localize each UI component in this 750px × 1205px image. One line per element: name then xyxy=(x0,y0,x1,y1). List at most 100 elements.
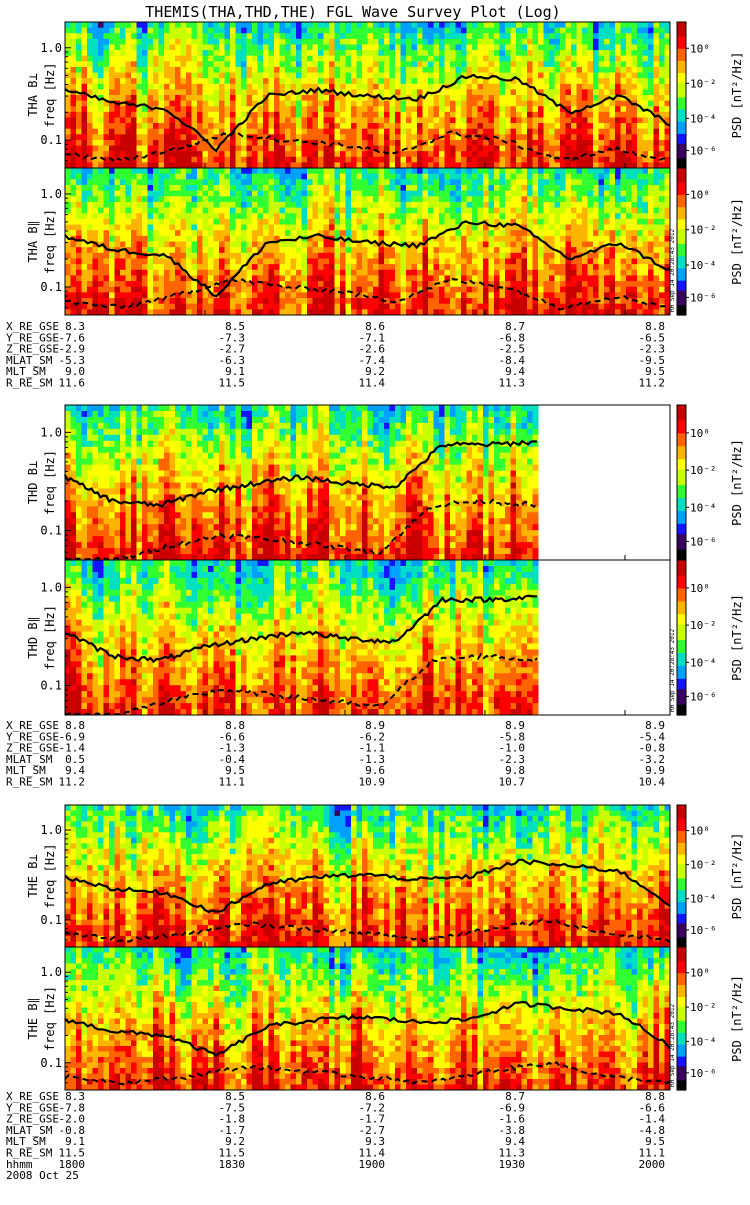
spectrogram-cell xyxy=(500,67,506,73)
spectrogram-cell xyxy=(615,78,621,84)
spectrogram-cell xyxy=(115,236,121,242)
spectrogram-cell xyxy=(467,33,473,39)
spectrogram-cell xyxy=(632,89,638,95)
spectrogram-cell xyxy=(478,95,484,101)
spectrogram-cell xyxy=(313,275,319,281)
spectrogram-cell xyxy=(258,196,264,202)
spectrogram-cell xyxy=(340,117,346,123)
spectrogram-cell xyxy=(98,275,104,281)
spectrogram-cell xyxy=(390,258,396,264)
spectrogram-cell xyxy=(456,106,462,112)
spectrogram-cell xyxy=(434,174,440,180)
spectrogram-cell xyxy=(439,304,445,310)
spectrogram-cell xyxy=(280,202,286,208)
spectrogram-cell xyxy=(175,185,181,191)
spectrogram-cell xyxy=(230,213,236,219)
spectrogram-cell xyxy=(197,44,203,50)
spectrogram-cell xyxy=(329,179,335,185)
spectrogram-cell xyxy=(346,134,352,140)
spectrogram-cell xyxy=(258,112,264,118)
spectrogram-cell xyxy=(252,28,258,34)
spectrogram-cell xyxy=(549,84,555,90)
spectrogram-cell xyxy=(203,112,209,118)
spectrogram-cell xyxy=(148,157,154,163)
spectrogram-cell xyxy=(549,123,555,129)
spectrogram-cell xyxy=(588,56,594,62)
spectrogram-cell xyxy=(186,281,192,287)
spectrogram-cell xyxy=(225,258,231,264)
spectrogram-cell xyxy=(153,123,159,129)
spectrogram-cell xyxy=(291,219,297,225)
spectrogram-cell xyxy=(472,213,478,219)
spectrogram-cell xyxy=(428,219,434,225)
spectrogram-cell xyxy=(98,129,104,135)
spectrogram-cell xyxy=(307,174,313,180)
spectrogram-cell xyxy=(357,134,363,140)
spectrogram-cell xyxy=(247,56,253,62)
spectrogram-cell xyxy=(461,39,467,45)
spectrogram-cell xyxy=(412,281,418,287)
spectrogram-cell xyxy=(346,50,352,56)
spectrogram-cell xyxy=(137,140,143,146)
spectrogram-cell xyxy=(434,208,440,214)
spectrogram-cell xyxy=(76,247,82,253)
spectrogram-cell xyxy=(384,61,390,67)
spectrogram-cell xyxy=(527,151,533,157)
spectrogram-cell xyxy=(659,140,665,146)
spectrogram-cell xyxy=(104,28,110,34)
spectrogram-cell xyxy=(533,106,539,112)
spectrogram-cell xyxy=(142,196,148,202)
spectrogram-cell xyxy=(362,134,368,140)
spectrogram-cell xyxy=(324,179,330,185)
spectrogram-cell xyxy=(500,304,506,310)
spectrogram-cell xyxy=(368,258,374,264)
spectrogram-cell xyxy=(494,213,500,219)
spectrogram-cell xyxy=(302,123,308,129)
spectrogram-cell xyxy=(170,219,176,225)
spectrogram-cell xyxy=(417,78,423,84)
spectrogram-cell xyxy=(461,89,467,95)
spectrogram-cell xyxy=(373,28,379,34)
spectrogram-cell xyxy=(214,304,220,310)
spectrogram-cell xyxy=(87,275,93,281)
spectrogram-cell xyxy=(115,33,121,39)
spectrogram-cell xyxy=(241,67,247,73)
spectrogram-cell xyxy=(434,140,440,146)
spectrogram-cell xyxy=(368,191,374,197)
spectrogram-cell xyxy=(423,134,429,140)
spectrogram-cell xyxy=(307,151,313,157)
spectrogram-cell xyxy=(109,140,115,146)
spectrogram-cell xyxy=(324,39,330,45)
spectrogram-cell xyxy=(577,33,583,39)
spectrogram-cell xyxy=(478,106,484,112)
spectrogram-cell xyxy=(544,157,550,163)
spectrogram-cell xyxy=(148,264,154,270)
spectrogram-cell xyxy=(258,50,264,56)
spectrogram-cell xyxy=(203,298,209,304)
spectrogram-cell xyxy=(346,140,352,146)
spectrogram-cell xyxy=(362,101,368,107)
spectrogram-cell xyxy=(549,50,555,56)
spectrogram-cell xyxy=(186,253,192,259)
spectrogram-cell xyxy=(159,287,165,293)
spectrogram-cell xyxy=(170,101,176,107)
spectrogram-cell xyxy=(120,264,126,270)
spectrogram-cell xyxy=(351,185,357,191)
spectrogram-cell xyxy=(384,236,390,242)
spectrogram-cell xyxy=(230,89,236,95)
spectrogram-cell xyxy=(71,44,77,50)
spectrogram-cell xyxy=(379,270,385,276)
spectrogram-cell xyxy=(164,213,170,219)
spectrogram-cell xyxy=(296,56,302,62)
spectrogram-cell xyxy=(384,78,390,84)
spectrogram-cell xyxy=(192,73,198,79)
spectrogram-cell xyxy=(76,95,82,101)
spectrogram-cell xyxy=(329,117,335,123)
spectrogram-cell xyxy=(461,179,467,185)
spectrogram-cell xyxy=(637,78,643,84)
spectrogram-cell xyxy=(258,123,264,129)
spectrogram-cell xyxy=(296,174,302,180)
spectrogram-cell xyxy=(93,117,99,123)
spectrogram-cell xyxy=(203,95,209,101)
spectrogram-cell xyxy=(599,28,605,34)
